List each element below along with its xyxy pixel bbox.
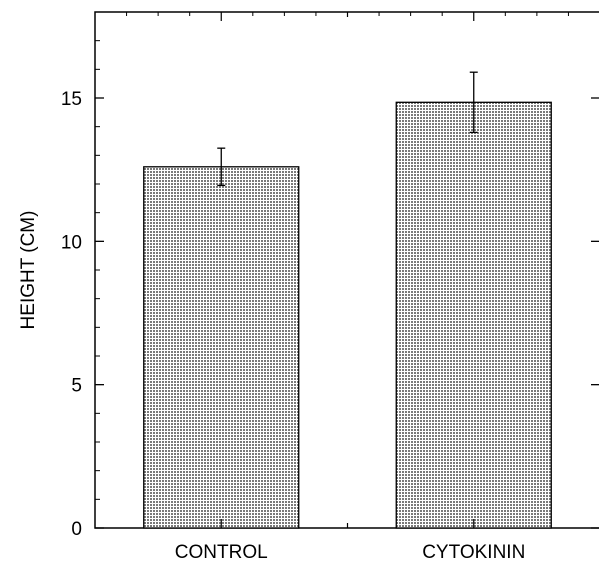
y-tick-label: 5 xyxy=(71,376,82,397)
y-axis-title: HEIGHT (CM) xyxy=(18,211,39,330)
x-tick-label-cytokinin: CYTOKININ xyxy=(422,542,525,561)
y-tick-label: 0 xyxy=(71,519,82,540)
bar-control xyxy=(143,166,300,529)
y-tick-label: 15 xyxy=(61,89,82,110)
bar-cytokinin xyxy=(395,101,552,529)
y-tick-label: 10 xyxy=(61,232,82,253)
x-tick-label-control: CONTROL xyxy=(175,542,268,561)
